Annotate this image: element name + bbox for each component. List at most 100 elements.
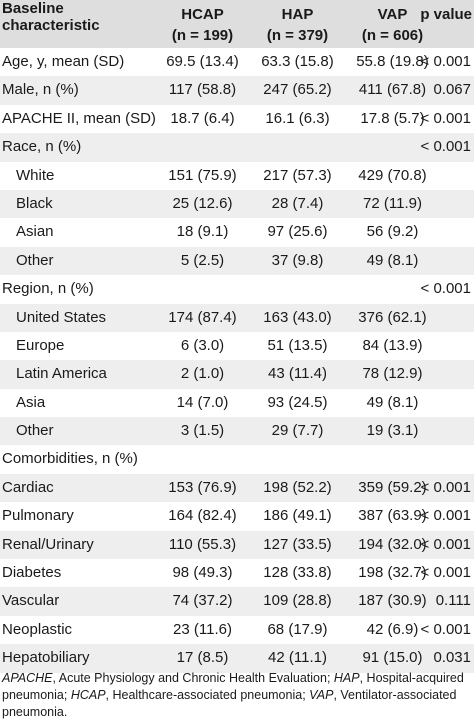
cell-pvalue: < 0.001: [420, 109, 471, 127]
cell-vap: 49 (8.1): [366, 251, 419, 269]
header-hcap: HCAP: [181, 6, 224, 23]
cell-vap: 72 (11.9): [363, 194, 422, 212]
cell-hcap: 5 (2.5): [180, 251, 225, 269]
table-row: Renal/Urinary 110 (55.3) 127 (33.5) 194 (32…: [0, 530, 474, 560]
cell-hap: 127 (33.5): [263, 535, 332, 553]
table-row: Region, n (%) < 0.001: [0, 275, 474, 303]
row-label: Europe: [16, 336, 65, 354]
row-label: Diabetes: [2, 564, 62, 582]
cell-vap: 49 (8.1): [366, 393, 419, 411]
row-label: Other: [16, 422, 54, 440]
table-row: Race, n (%) < 0.001: [0, 133, 474, 162]
footnote-abbr-hap: HAP: [333, 671, 360, 685]
table-row: APACHE II, mean (SD) 18.7 (6.4) 16.1 (6.3)…: [0, 105, 474, 133]
cell-hcap: 117 (58.8): [168, 81, 237, 99]
cell-hcap: 164 (82.4): [168, 507, 237, 525]
cell-pvalue: < 0.001: [420, 535, 471, 553]
row-label: APACHE II, mean (SD): [2, 109, 156, 127]
cell-vap: 194 (32.0): [358, 535, 427, 553]
cell-hap: 163 (43.0): [263, 308, 332, 326]
cell-pvalue: 0.067: [433, 81, 471, 99]
cell-hcap: 151 (75.9): [168, 166, 237, 184]
cell-hap: 37 (9.8): [271, 251, 324, 269]
cell-pvalue: < 0.001: [420, 478, 471, 496]
cell-hap: 198 (52.2): [263, 478, 332, 496]
cell-hap: 29 (7.7): [271, 422, 324, 440]
cell-vap: 198 (32.7): [358, 564, 427, 582]
table-row: Pulmonary 164 (82.4) 186 (49.1) 387 (63.9) <…: [0, 502, 474, 530]
row-label: Renal/Urinary: [2, 535, 94, 553]
row-label: Asia: [16, 393, 46, 411]
table-row: White 151 (75.9) 217 (57.3) 429 (70.8): [0, 162, 474, 190]
cell-hcap: 3 (1.5): [180, 422, 225, 440]
cell-vap: 411 (67.8): [358, 81, 427, 99]
cell-hap: 43 (11.4): [268, 365, 327, 383]
row-label: Comorbidities, n (%): [2, 450, 138, 468]
table-header: Baseline characteristic HCAP (n = 199) H…: [0, 0, 474, 48]
cell-hcap: 69.5 (13.4): [166, 53, 239, 70]
row-label: Latin America: [16, 365, 107, 383]
table-row: Hepatobiliary 17 (8.5) 42 (11.1) 91 (15.0) 0…: [0, 644, 474, 673]
table-row: Cardiac 153 (76.9) 198 (52.2) 359 (59.2) < 0…: [0, 473, 474, 503]
cell-hcap: 25 (12.6): [172, 194, 233, 212]
row-label: Black: [16, 194, 53, 212]
cell-hap: 51 (13.5): [267, 336, 328, 354]
row-label: White: [16, 166, 55, 184]
header-pvalue: p value: [420, 6, 472, 23]
cell-hap: 186 (49.1): [263, 507, 332, 525]
table-footnote: APACHE, Acute Physiology and Chronic Hea…: [2, 670, 470, 721]
table-body: Age, y, mean (SD) 69.5 (13.4) 63.3 (15.8) 5…: [0, 48, 474, 673]
table-row: Asian 18 (9.1) 97 (25.6) 56 (9.2): [0, 218, 474, 246]
row-label: Age, y, mean (SD): [2, 53, 125, 70]
footnote-def-hap: , Hospital-acquired pneumonia;: [2, 671, 464, 702]
cell-pvalue: < 0.001: [420, 280, 471, 298]
header-hcap-n: (n = 199): [171, 27, 234, 44]
cell-pvalue: < 0.001: [420, 53, 471, 70]
footnote-def-vap: , Ventilator-associated pneumonia.: [2, 688, 457, 719]
header-hap-n: (n = 379): [266, 27, 329, 44]
row-label: Other: [16, 251, 54, 269]
table-row: Comorbidities, n (%): [0, 445, 474, 473]
table-row: Other 3 (1.5) 29 (7.7) 19 (3.1): [0, 417, 474, 446]
header-characteristic: Baseline characteristic: [2, 0, 100, 34]
row-label: Race, n (%): [2, 138, 82, 156]
row-label: Asian: [16, 223, 54, 241]
cell-vap: 55.8 (19.8): [356, 53, 429, 70]
table-row: Black 25 (12.6) 28 (7.4) 72 (11.9): [0, 189, 474, 219]
cell-hap: 97 (25.6): [267, 223, 328, 241]
cell-pvalue: < 0.001: [420, 620, 471, 638]
cell-vap: 42 (6.9): [366, 620, 419, 638]
cell-hap: 42 (11.1): [268, 649, 327, 667]
footnote-def-hcap: , Healthcare-associated pneumonia;: [105, 688, 310, 702]
cell-vap: 84 (13.9): [362, 336, 423, 354]
table-row: United States 174 (87.4) 163 (43.0) 376 (62…: [0, 303, 474, 332]
table-row: Latin America 2 (1.0) 43 (11.4) 78 (12.9): [0, 360, 474, 389]
cell-hap: 63.3 (15.8): [261, 53, 334, 70]
row-label: Region, n (%): [2, 280, 94, 298]
cell-pvalue: < 0.001: [420, 564, 471, 582]
cell-vap: 387 (63.9): [358, 507, 427, 525]
cell-vap: 19 (3.1): [366, 422, 419, 440]
cell-hap: 247 (65.2): [263, 81, 332, 99]
footnote-abbr-vap: VAP: [309, 688, 334, 702]
row-label: Hepatobiliary: [2, 649, 90, 667]
table-row: Europe 6 (3.0) 51 (13.5) 84 (13.9): [0, 332, 474, 360]
cell-vap: 56 (9.2): [366, 223, 419, 241]
cell-hcap: 74 (37.2): [172, 592, 233, 610]
table-row: Neoplastic 23 (11.6) 68 (17.9) 42 (6.9) < 0.…: [0, 616, 474, 644]
cell-hcap: 17 (8.5): [176, 649, 229, 667]
header-hap: HAP: [281, 6, 314, 23]
table-row: Male, n (%) 117 (58.8) 247 (65.2) 411 (67.8…: [0, 76, 474, 105]
cell-hap: 128 (33.8): [263, 564, 332, 582]
cell-hap: 28 (7.4): [271, 194, 324, 212]
cell-hcap: 110 (55.3): [168, 535, 237, 553]
cell-hcap: 153 (76.9): [168, 478, 237, 496]
cell-vap: 91 (15.0): [362, 649, 423, 667]
footnote-def-apache: , Acute Physiology and Chronic Health Ev…: [52, 671, 334, 685]
row-label: Male, n (%): [2, 81, 79, 99]
cell-vap: 376 (62.1): [358, 308, 427, 326]
cell-pvalue: 0.031: [433, 649, 471, 667]
table-row: Diabetes 98 (49.3) 128 (33.8) 198 (32.7) < 0…: [0, 559, 474, 587]
cell-vap: 359 (59.2): [358, 478, 427, 496]
row-label: United States: [16, 308, 107, 326]
